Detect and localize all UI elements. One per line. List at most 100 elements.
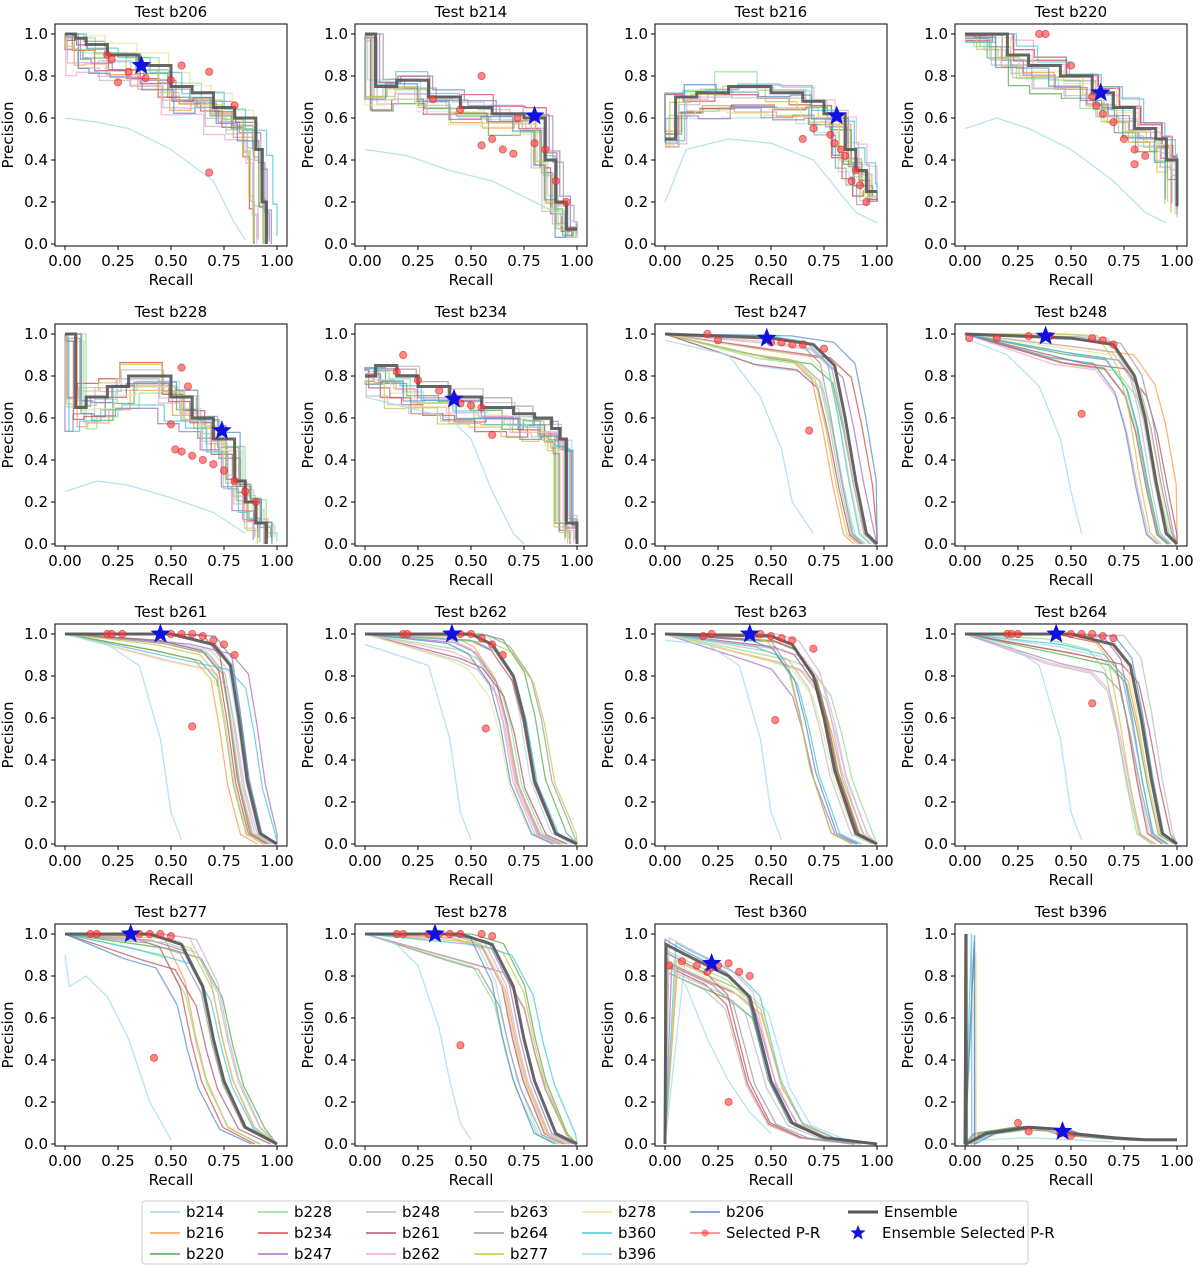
selected-pr-point xyxy=(777,634,786,643)
x-tick-label: 0.50 xyxy=(754,252,787,270)
ensemble-selected-star xyxy=(444,388,464,408)
y-tick-label: 0.2 xyxy=(24,193,48,211)
y-axis-label: Precision xyxy=(299,1002,317,1069)
x-tick-label: 0.25 xyxy=(1001,252,1034,270)
x-tick-label: 0.25 xyxy=(101,552,134,570)
y-tick-label: 1.0 xyxy=(924,625,948,643)
x-tick-label: 0.50 xyxy=(454,252,487,270)
series-line-b220 xyxy=(964,633,1174,845)
x-tick-label: 1.00 xyxy=(560,252,593,270)
legend-label: b216 xyxy=(186,1224,224,1242)
legend-label: Selected P-R xyxy=(726,1224,820,1242)
selected-pr-point xyxy=(1088,699,1097,708)
selected-pr-point xyxy=(1066,1131,1076,1140)
selected-pr-point xyxy=(1130,160,1139,169)
selected-pr-point xyxy=(703,329,712,339)
series-line-b261 xyxy=(964,633,1178,845)
selected-pr-point xyxy=(230,476,239,486)
x-tick-label: 0.75 xyxy=(807,852,840,870)
series-line-b247 xyxy=(665,105,878,203)
y-tick-label: 1.0 xyxy=(924,25,948,43)
y-tick-label: 0.0 xyxy=(924,835,948,853)
x-tick-label: 0.25 xyxy=(701,852,734,870)
selected-pr-point xyxy=(230,650,239,660)
x-tick-label: 0.75 xyxy=(1107,852,1140,870)
subplot-title: Test b261 xyxy=(134,603,207,621)
y-tick-label: 0.4 xyxy=(624,1051,648,1069)
series-line-b247 xyxy=(664,633,857,845)
legend-label: b277 xyxy=(510,1245,548,1263)
y-tick-label: 0.6 xyxy=(324,109,348,127)
y-tick-label: 0.6 xyxy=(624,409,648,427)
series-line-b264 xyxy=(964,333,1178,545)
y-tick-label: 0.8 xyxy=(924,67,948,85)
selected-pr-point xyxy=(1109,634,1118,643)
x-tick-label: 0.75 xyxy=(507,552,540,570)
x-tick-label: 0.75 xyxy=(1107,552,1140,570)
selected-pr-point xyxy=(403,629,412,639)
y-axis-label: Precision xyxy=(0,1002,17,1069)
series-line-b216 xyxy=(364,933,570,1145)
selected-pr-point xyxy=(177,447,186,456)
selected-pr-point xyxy=(166,76,176,85)
y-axis-label: Precision xyxy=(299,702,317,769)
legend: b214 b216 b220 b228 b234 b247 b248 b261 b262 b263… xyxy=(141,1200,1055,1265)
y-axis-label: Precision xyxy=(899,1002,917,1069)
x-tick-label: 0.50 xyxy=(454,1152,487,1170)
subplot: Test b206 0.00 0.25 0.50 0.75 1.00 0.0 0.2 0.4 0.… xyxy=(0,3,294,289)
selected-pr-point xyxy=(209,460,218,469)
selected-pr-point xyxy=(665,961,674,970)
plot-frame xyxy=(954,923,1188,1147)
selected-pr-point xyxy=(166,420,176,429)
series-line-b248 xyxy=(964,633,1155,845)
selected-pr-point xyxy=(692,961,701,970)
x-tick-label: 0.25 xyxy=(701,552,734,570)
y-axis-label: Precision xyxy=(299,102,317,169)
series-line-b360 xyxy=(964,633,1169,845)
series-line-b277 xyxy=(664,333,858,545)
x-tick-label: 0.00 xyxy=(648,1152,681,1170)
selected-pr-point xyxy=(177,61,186,70)
series-line-b247 xyxy=(64,633,278,844)
x-tick-label: 0.50 xyxy=(154,1152,187,1170)
series-line-b277 xyxy=(64,35,254,241)
y-tick-label: 0.4 xyxy=(324,451,348,469)
y-tick-label: 1.0 xyxy=(24,925,48,943)
selected-pr-point xyxy=(707,629,716,639)
selected-pr-point xyxy=(851,166,860,175)
x-tick-label: 1.00 xyxy=(1160,1152,1193,1170)
selected-pr-point xyxy=(205,67,214,76)
x-tick-label: 0.75 xyxy=(1107,1152,1140,1170)
legend-label: Ensemble Selected P-R xyxy=(882,1224,1055,1242)
x-tick-label: 0.25 xyxy=(1001,552,1034,570)
x-axis-label: Recall xyxy=(749,271,794,289)
x-axis-label: Recall xyxy=(749,871,794,889)
x-tick-label: 0.50 xyxy=(154,252,187,270)
selected-pr-point xyxy=(488,640,497,649)
y-tick-label: 0.6 xyxy=(624,709,648,727)
y-tick-label: 0.0 xyxy=(324,235,348,253)
x-tick-label: 1.00 xyxy=(260,252,293,270)
x-axis-label: Recall xyxy=(449,271,494,289)
y-tick-label: 0.0 xyxy=(24,1135,48,1153)
series-line-b396 xyxy=(664,954,772,1134)
y-tick-label: 0.6 xyxy=(324,709,348,727)
selected-pr-point xyxy=(855,181,865,190)
selected-pr-point xyxy=(145,929,154,939)
y-tick-label: 0.8 xyxy=(324,67,348,85)
y-tick-label: 0.2 xyxy=(324,493,348,511)
y-tick-label: 0.2 xyxy=(924,793,948,811)
plot-area xyxy=(663,936,878,1146)
selected-pr-point xyxy=(488,134,497,144)
y-tick-label: 1.0 xyxy=(624,925,648,943)
y-tick-label: 1.0 xyxy=(324,25,348,43)
plot-area xyxy=(664,623,878,846)
y-tick-label: 0.2 xyxy=(624,493,648,511)
x-tick-label: 0.75 xyxy=(207,552,240,570)
selected-pr-point xyxy=(481,724,490,733)
selected-pr-point xyxy=(771,716,780,725)
series-line-b263 xyxy=(664,333,876,545)
y-tick-label: 1.0 xyxy=(924,325,948,343)
subplot: Test b248 0.00 0.25 0.50 0.75 1.00 0.0 0.2 0.4 0.… xyxy=(899,303,1194,589)
y-axis-label: Precision xyxy=(599,102,617,169)
